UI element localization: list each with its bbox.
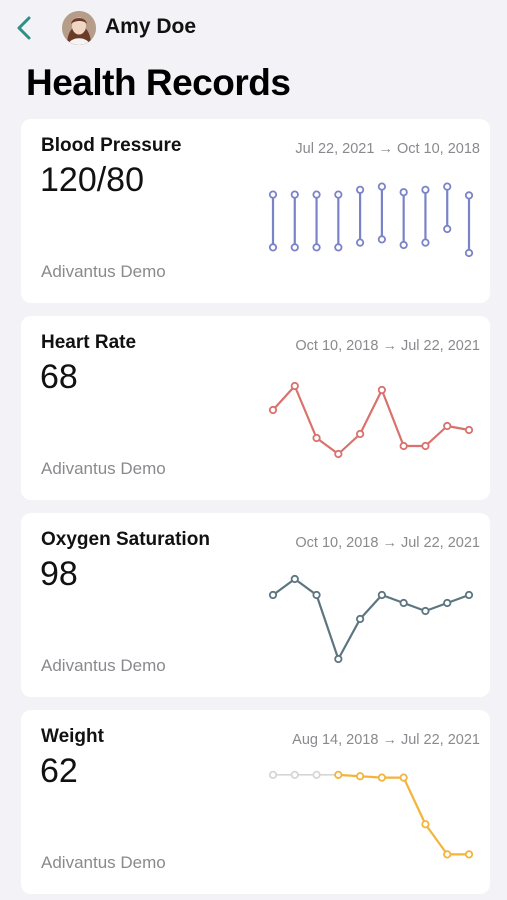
data-point [464, 850, 474, 859]
data-point [290, 770, 299, 779]
card-value: 62 [40, 752, 78, 790]
data-point [443, 421, 452, 431]
series-line [272, 577, 470, 661]
series-line [338, 773, 469, 856]
data-point [443, 598, 452, 608]
range-bar [334, 190, 343, 252]
date-range: Oct 10, 2018 → Jul 22, 2021 [295, 338, 480, 354]
data-point [421, 606, 430, 616]
data-point [464, 425, 474, 435]
data-point [377, 385, 386, 395]
oxygen-saturation-chart [268, 574, 474, 664]
card-title: Weight [41, 726, 104, 747]
blood-pressure-chart [268, 182, 474, 258]
card-title: Blood Pressure [41, 135, 182, 156]
data-point [290, 381, 299, 391]
card-blood-pressure[interactable]: Blood Pressure Jul 22, 2021 → Oct 10, 20… [21, 119, 490, 303]
data-point [356, 429, 365, 439]
card-title: Heart Rate [41, 332, 137, 353]
range-bar [290, 190, 299, 252]
user-name: Amy Doe [105, 15, 197, 38]
data-point [312, 770, 321, 779]
date-range: Aug 14, 2018 → Jul 22, 2021 [292, 732, 480, 748]
top-bar: Amy Doe [0, 0, 507, 58]
page-title: Health Records [26, 62, 291, 103]
back-button[interactable] [10, 10, 40, 46]
source-label: Adivantus Demo [41, 853, 166, 872]
data-point [334, 449, 343, 459]
series-line [272, 384, 470, 456]
card-weight[interactable]: Weight Aug 14, 2018 → Jul 22, 2021 62 Ad… [21, 710, 490, 894]
data-point [334, 654, 343, 664]
data-point [377, 590, 386, 600]
card-value: 68 [40, 358, 78, 396]
range-bar [443, 182, 452, 234]
weight-chart [268, 770, 474, 859]
card-value: 120/80 [40, 161, 144, 199]
date-range: Jul 22, 2021 → Oct 10, 2018 [295, 141, 480, 157]
data-point [421, 441, 430, 451]
data-point [377, 773, 386, 782]
data-point [443, 850, 452, 859]
data-point [268, 405, 278, 415]
card-value: 98 [40, 555, 78, 593]
data-point [268, 590, 278, 600]
data-point [334, 770, 343, 779]
source-label: Adivantus Demo [41, 459, 166, 478]
range-bar [312, 190, 321, 252]
chevron-left-icon [17, 16, 31, 40]
range-bar [268, 190, 278, 252]
data-point [399, 598, 408, 608]
card-oxygen-saturation[interactable]: Oxygen Saturation Oct 10, 2018 → Jul 22,… [21, 513, 490, 697]
avatar[interactable] [62, 11, 96, 45]
user-photo-icon [62, 11, 96, 45]
heart-rate-chart [268, 381, 474, 459]
data-point [356, 614, 365, 624]
date-range: Oct 10, 2018 → Jul 22, 2021 [295, 535, 480, 551]
card-heart-rate[interactable]: Heart Rate Oct 10, 2018 → Jul 22, 2021 6… [21, 316, 490, 500]
data-point [399, 441, 408, 451]
data-point [312, 433, 321, 443]
data-point [268, 770, 278, 779]
card-title: Oxygen Saturation [41, 529, 210, 550]
data-point [356, 772, 365, 781]
range-bar [421, 185, 430, 247]
data-point [312, 590, 321, 600]
data-point [290, 574, 299, 584]
range-bar [399, 188, 408, 250]
data-point [399, 773, 408, 782]
data-point [421, 820, 430, 829]
data-point [464, 590, 474, 600]
source-label: Adivantus Demo [41, 262, 166, 281]
range-bar [377, 182, 386, 244]
range-bar [464, 191, 474, 258]
range-bar [356, 185, 365, 247]
source-label: Adivantus Demo [41, 656, 166, 675]
